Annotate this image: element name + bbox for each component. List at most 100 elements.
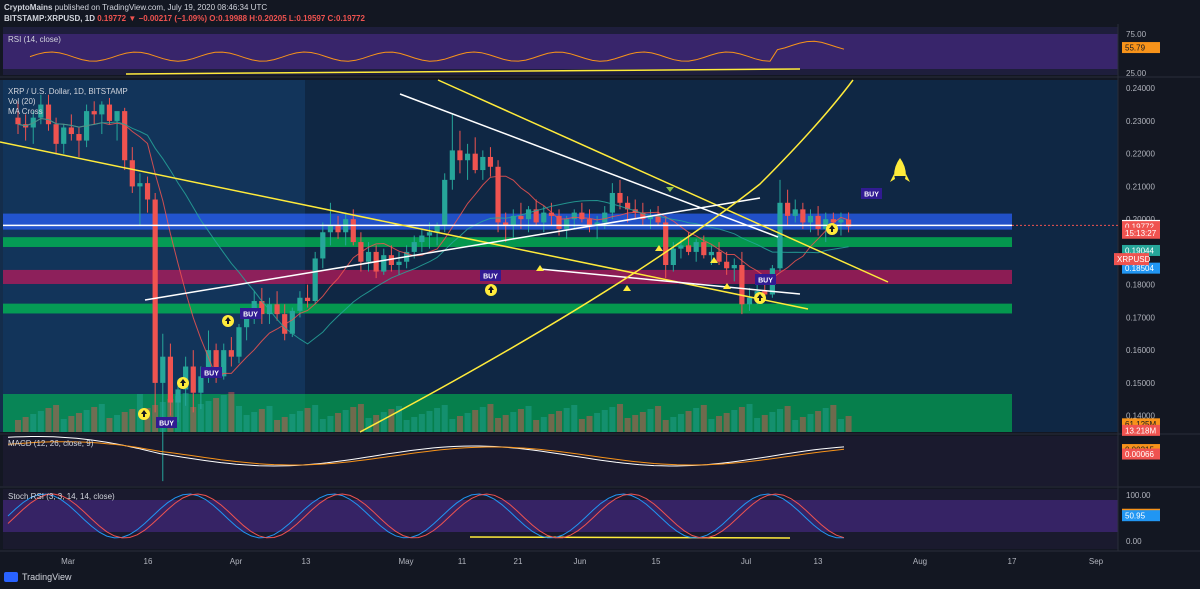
price-badge [1122, 227, 1160, 239]
candle-body [785, 202, 791, 216]
price-badge-label: 0.00066 [1125, 450, 1154, 459]
candle-body [76, 134, 82, 141]
volume-bar [479, 407, 486, 432]
candle-body [68, 127, 74, 135]
main-pane-label: MA Cross [8, 107, 43, 116]
candle-body [480, 156, 486, 171]
price-badge-label: 61.125M [1125, 420, 1156, 429]
time-tick-label: 13 [302, 557, 311, 566]
buy-marker-label: BUY [159, 421, 174, 428]
publish-info: published on TradingView.com, July 19, 2… [52, 3, 268, 12]
buy-marker-bg [240, 308, 261, 319]
volume-bar [502, 415, 509, 432]
candle-body [312, 258, 318, 302]
time-tick-label: May [398, 557, 413, 566]
candle-body [678, 245, 684, 249]
volume-bar [601, 410, 608, 432]
price-tick-label: 0.23000 [1126, 117, 1155, 126]
stoch-trendline [469, 536, 791, 539]
macd-signal-line [7, 441, 845, 466]
volume-bar [533, 420, 540, 432]
author-name[interactable]: CryptoMains [4, 3, 53, 12]
candle-body [807, 215, 814, 223]
price-badge-label: 13.218M [1125, 426, 1156, 435]
volume-bar [792, 420, 799, 432]
candle-body [838, 219, 844, 223]
ma-slow-line [17, 117, 849, 345]
volume-bar [845, 416, 852, 432]
candle-body [472, 153, 478, 171]
candle-body [541, 212, 547, 223]
candle-body [61, 127, 67, 144]
volume-bar [624, 418, 631, 432]
candle-body [685, 245, 692, 252]
candle-body [244, 317, 250, 328]
up-arrow-icon [757, 294, 763, 301]
last-price: 0.19772 [97, 14, 127, 23]
candle-body [533, 209, 539, 223]
price-tick-label: 0.22000 [1126, 150, 1155, 159]
candle-body [388, 255, 394, 266]
candle-body [548, 212, 554, 216]
buy-marker-bg [480, 270, 501, 281]
candle-body [304, 297, 311, 302]
triangle-marker [655, 245, 663, 251]
volume-bar [655, 406, 662, 432]
volume-bar [281, 417, 288, 432]
price-tick-label: 0.16000 [1126, 346, 1155, 355]
rsi-pane-label: RSI (14, close) [8, 35, 61, 44]
price-chart[interactable]: BUY BUY BUY BUY BUY BUY 75.00 25.00 0.24000 0.23… [0, 24, 1200, 572]
candle-body [205, 350, 212, 377]
candle-body [106, 104, 113, 121]
candle-body [15, 117, 21, 125]
price-badge-label: 0.19772 [1125, 223, 1154, 232]
candle-body [586, 219, 593, 226]
volume-bar [815, 411, 822, 432]
volume-bar [190, 407, 197, 432]
volume-bar [609, 407, 616, 432]
candle-body [335, 225, 341, 233]
time-tick-label: Mar [61, 557, 75, 566]
candle-body [564, 219, 570, 229]
candle-body [167, 356, 173, 403]
candle-body [137, 183, 143, 187]
tradingview-icon [4, 572, 18, 582]
stoch-k-line [7, 493, 844, 539]
chart-header: CryptoMains published on TradingView.com… [0, 0, 1200, 24]
volume-bar [716, 416, 723, 432]
candle-body [434, 225, 440, 233]
volume-bar [746, 404, 753, 432]
volume-bar [304, 408, 311, 432]
candle-body [152, 199, 158, 383]
symbol-name[interactable]: BITSTAMP:XRPUSD, 1D [4, 14, 95, 23]
volume-bar [380, 412, 387, 432]
tradingview-logo[interactable]: TradingView [4, 572, 72, 582]
candle-body [716, 251, 722, 262]
stoch-band [3, 500, 1118, 532]
macd-pane-label: MACD (12, 26, close, 9) [8, 439, 94, 448]
ma-fast-line [17, 117, 849, 378]
volume-bar [548, 414, 555, 432]
candle-body [647, 215, 654, 220]
candle-body [602, 212, 608, 223]
candle-body [274, 304, 280, 315]
candle-body [800, 209, 806, 223]
buy-marker-label: BUY [758, 278, 773, 285]
volume-bar [365, 418, 372, 432]
volume-bar [22, 417, 29, 432]
up-arrow-icon [225, 317, 231, 324]
time-tick-label: Apr [230, 557, 243, 566]
buy-marker-bg [156, 417, 177, 428]
stoch-pane-label: Stoch RSI (3, 3, 14, 14, close) [8, 492, 115, 501]
time-tick-label: Sep [1089, 557, 1104, 566]
volume-bar [335, 413, 342, 432]
volume-bar [769, 412, 776, 432]
price-badge-label: 50.95 [1125, 512, 1146, 521]
rsi-tick-label: 75.00 [1126, 30, 1147, 39]
price-badge [1122, 42, 1160, 54]
price-tick-label: 0.21000 [1126, 182, 1155, 191]
up-arrow-icon [488, 286, 494, 293]
volume-bar [594, 413, 601, 432]
volume-bar [670, 417, 677, 432]
rsi-line [29, 40, 845, 62]
